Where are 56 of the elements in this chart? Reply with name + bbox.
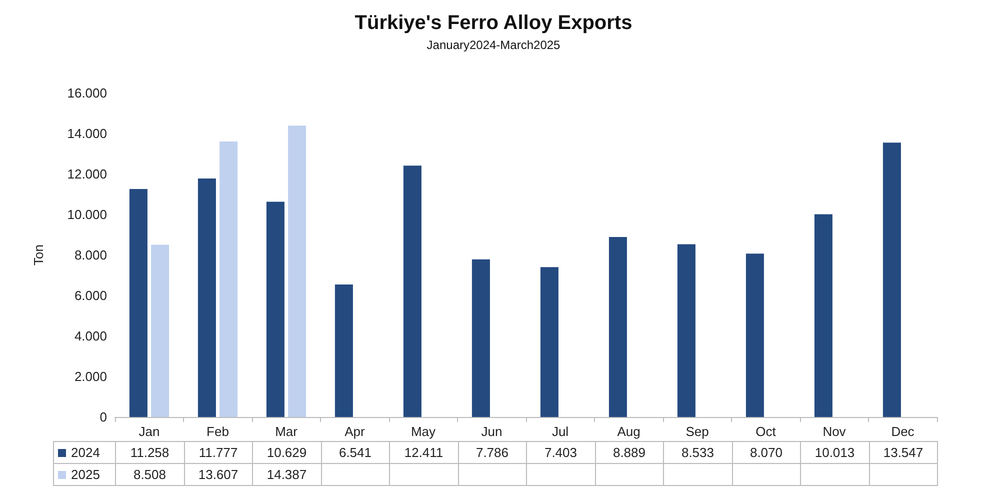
bar: [151, 244, 170, 417]
y-tick-label: 12.000: [67, 166, 107, 182]
bar: [403, 166, 422, 417]
y-tick-label: 0: [100, 410, 107, 424]
bar: [472, 259, 490, 417]
data-label: 6.541: [321, 442, 390, 464]
data-label: 14.387: [252, 464, 321, 486]
legend-label: 2025: [54, 464, 116, 486]
data-label: 7.786: [458, 442, 526, 464]
y-tick-label: 16.000: [67, 86, 107, 100]
data-label: 8.889: [595, 442, 664, 464]
data-label: 11.777: [184, 442, 252, 464]
data-label: 11.258: [116, 442, 184, 464]
data-label: 10.013: [800, 442, 869, 464]
x-tick-label: Apr: [344, 424, 366, 439]
x-tick-label: Nov: [822, 424, 846, 439]
y-axis-title: Ton: [31, 244, 46, 266]
bar: [608, 237, 627, 417]
data-label: 13.547: [869, 442, 938, 464]
x-tick-label: Oct: [756, 424, 776, 439]
data-label: 7.403: [526, 442, 595, 464]
data-label: 8.070: [732, 442, 800, 464]
y-tick-label: 2.000: [74, 369, 107, 384]
x-tick-label: May: [410, 424, 436, 439]
x-tick-label: Jan: [138, 424, 160, 439]
y-tick-label: 8.000: [74, 248, 107, 262]
x-tick-label: Sep: [686, 424, 709, 439]
x-tick-label: Aug: [617, 424, 640, 439]
bar: [288, 126, 306, 417]
chart-title: Türkiye's Ferro Alloy Exports: [354, 12, 632, 34]
chart-subtitle: January2024-March2025: [426, 38, 561, 52]
data-label: 10.629: [252, 442, 321, 464]
bar: [540, 267, 558, 417]
data-label: 12.411: [390, 442, 458, 464]
bar: [129, 189, 148, 417]
data-label: 8.533: [664, 442, 732, 464]
bar: [746, 254, 764, 417]
bar: [882, 142, 901, 417]
x-tick-label: Jun: [481, 424, 502, 439]
bar: [334, 284, 353, 417]
bar: [677, 244, 696, 417]
x-tick-label: Jul: [552, 424, 569, 439]
bar: [814, 214, 832, 417]
data-label: 13.607: [184, 464, 252, 486]
bar: [266, 202, 284, 417]
legend-label: 2024: [54, 442, 116, 464]
bar: [198, 178, 216, 417]
y-tick-label: 14.000: [67, 126, 107, 141]
y-tick-label: 10.000: [67, 207, 107, 222]
y-tick-label: 6.000: [74, 288, 107, 303]
x-tick-label: Feb: [206, 424, 229, 439]
bar: [220, 141, 238, 417]
y-tick-label: 4.000: [74, 328, 107, 344]
x-tick-label: Dec: [891, 424, 915, 439]
data-label: 8.508: [116, 464, 184, 486]
x-tick-label: Mar: [275, 424, 298, 439]
